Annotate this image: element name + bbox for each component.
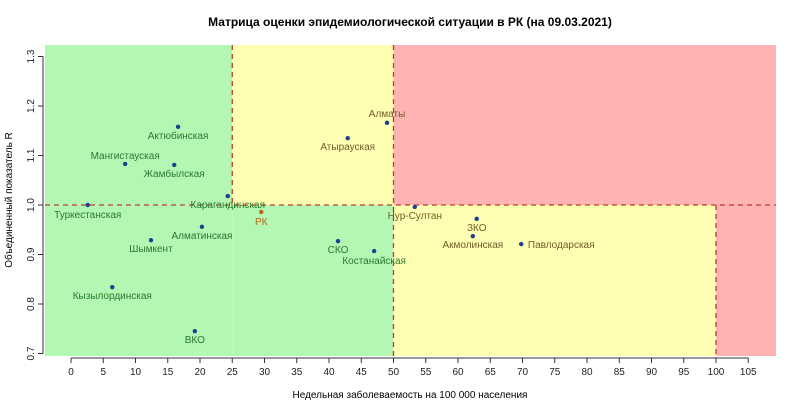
zone-yellow-lower — [393, 205, 716, 356]
point-label: Акмолинская — [442, 240, 503, 251]
point-label: Туркестанская — [54, 210, 121, 221]
point-label: Атырауская — [320, 142, 375, 153]
x-tick-label: 15 — [162, 367, 174, 378]
x-tick-label: 5 — [100, 367, 106, 378]
data-point — [259, 209, 264, 215]
data-point — [110, 284, 115, 290]
data-point — [345, 135, 350, 141]
x-tick-label: 90 — [646, 367, 658, 378]
data-point — [412, 204, 417, 210]
x-tick-label: 95 — [678, 367, 690, 378]
x-tick-label: 65 — [485, 367, 497, 378]
x-tick-label: 30 — [259, 367, 271, 378]
data-point — [470, 233, 476, 239]
data-point — [122, 161, 128, 167]
zone-green-mid — [232, 205, 394, 356]
data-point — [519, 241, 524, 247]
data-point — [175, 124, 181, 129]
data-point — [371, 248, 377, 254]
data-point — [85, 202, 90, 208]
y-tick-label: 1.3 — [26, 49, 37, 63]
zone-yellow-upper — [232, 45, 394, 205]
x-tick-label: 100 — [708, 367, 725, 378]
data-point — [192, 329, 198, 334]
zone-red-upper — [393, 45, 776, 205]
data-points: Актюбинская Мангистауская Жамбылская Карага… — [54, 109, 594, 346]
point-label: Шымкент — [129, 244, 173, 255]
y-tick-label: 1.2 — [26, 99, 37, 113]
point-label: Карагандинская — [190, 200, 265, 211]
chart-title: Матрица оценки эпидемиологической ситуац… — [208, 15, 612, 29]
y-tick-label: 1.0 — [26, 198, 37, 212]
y-axis-label: Объединенный показатель R — [3, 132, 15, 268]
y-tick-label: 0.8 — [26, 297, 37, 311]
data-point — [199, 224, 205, 229]
zones — [45, 45, 776, 356]
x-tick-label: 0 — [68, 367, 74, 378]
x-tick-label: 10 — [130, 367, 142, 378]
point-label: Кызылординская — [73, 291, 152, 302]
x-tick-label: 20 — [194, 367, 206, 378]
x-tick-label: 50 — [388, 367, 400, 378]
point-label: Нур-Султан — [388, 211, 442, 222]
x-axis-label: Недельная заболеваемость на 100 000 насе… — [293, 389, 528, 401]
point-label: РК — [255, 217, 268, 228]
point-label: Актюбинская — [148, 130, 209, 142]
point-label: Алматы — [369, 109, 406, 120]
x-tick-label: 105 — [740, 367, 757, 378]
zone-red-lower — [716, 205, 776, 356]
point-label: Мангистауская — [91, 151, 160, 162]
zone-green-low — [45, 45, 233, 356]
data-point — [384, 120, 390, 126]
x-tick-label: 75 — [549, 367, 561, 378]
point-label: Алматинская — [171, 231, 232, 242]
point-label: Костанайская — [342, 256, 406, 267]
data-point — [335, 238, 341, 244]
y-tick-label: 0.7 — [26, 346, 37, 360]
x-tick-label: 45 — [356, 367, 368, 378]
point-label: Жамбылская — [144, 168, 205, 180]
x-tick-label: 85 — [614, 367, 626, 378]
threshold-lines — [45, 45, 776, 356]
point-label: ВКО — [185, 335, 205, 346]
data-point — [225, 193, 230, 199]
data-point — [172, 162, 177, 168]
point-label: Павлодарская — [528, 240, 595, 251]
x-tick-label: 35 — [291, 367, 303, 378]
axes: 0 5 10 15 20 25 30 35 40 45 50 55 60 65 70 75 80 85 90 95 10… — [26, 49, 757, 378]
x-tick-label: 25 — [227, 367, 239, 378]
x-tick-label: 55 — [420, 367, 432, 378]
data-point — [474, 216, 479, 222]
point-label: ЗКО — [467, 223, 487, 234]
x-tick-label: 80 — [581, 367, 593, 378]
data-point — [148, 237, 154, 243]
y-tick-label: 1.1 — [26, 148, 37, 162]
x-tick-label: 40 — [323, 367, 335, 378]
y-tick-label: 0.9 — [26, 247, 37, 261]
point-label: СКО — [328, 245, 349, 256]
x-tick-label: 60 — [452, 367, 464, 378]
x-tick-label: 70 — [517, 367, 529, 378]
